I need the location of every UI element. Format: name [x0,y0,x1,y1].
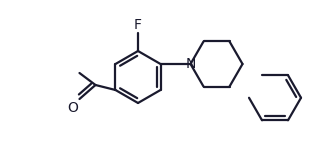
Text: O: O [68,101,78,115]
Text: N: N [185,57,196,71]
Text: F: F [134,18,142,32]
